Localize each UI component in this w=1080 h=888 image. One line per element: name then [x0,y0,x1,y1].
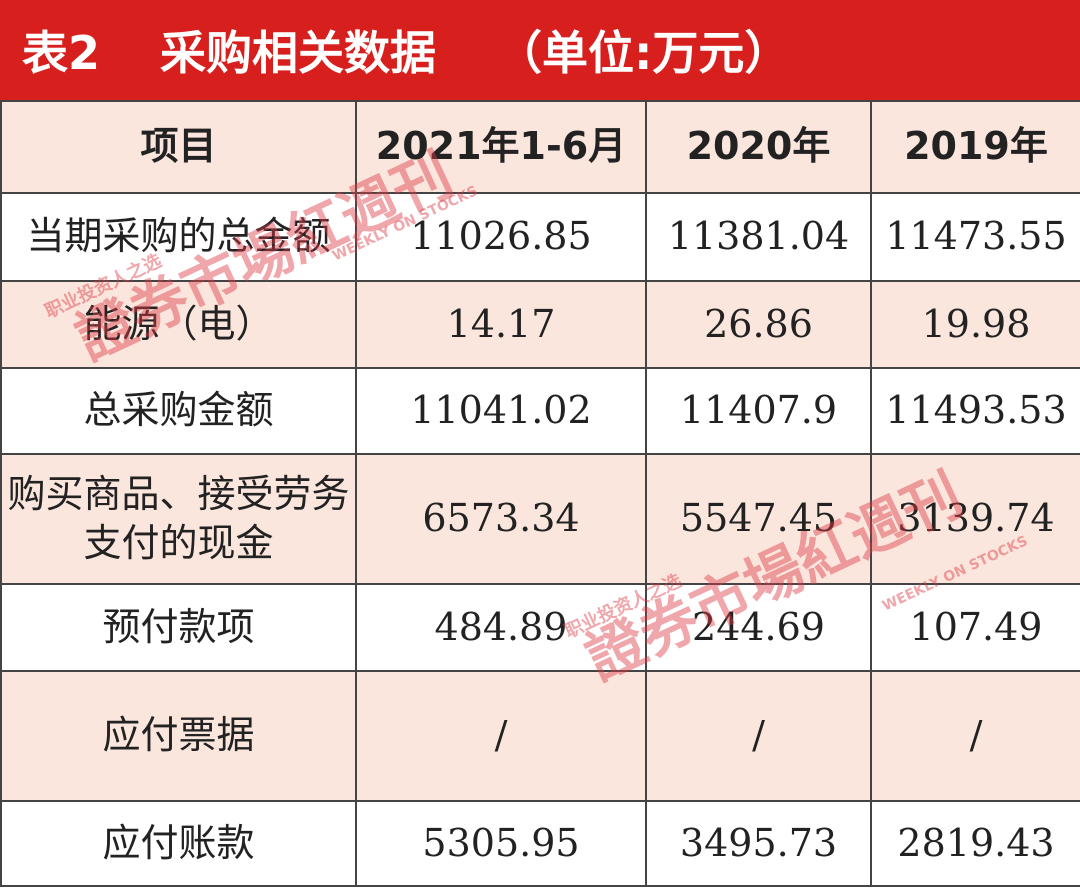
row-label: 当期采购的总金额 [0,192,357,282]
column-header: 2021年1-6月 [355,100,647,194]
table-row: 当期采购的总金额 11026.85 11381.04 11473.55 [0,192,1080,282]
cell: 11026.85 [355,192,647,282]
cell: 6573.34 [355,453,647,585]
cell: 244.69 [645,583,872,672]
cell: 26.86 [645,280,872,369]
cell: 11493.53 [870,367,1080,455]
row-label: 应付账款 [0,800,357,887]
cell: / [355,670,647,802]
table-row: 应付票据 / / / [0,670,1080,802]
cell: 484.89 [355,583,647,672]
cell: 11381.04 [645,192,872,282]
cell: 3139.74 [870,453,1080,585]
cell: / [870,670,1080,802]
row-label: 能源（电） [0,280,357,369]
row-label: 购买商品、接受劳务支付的现金 [0,453,357,585]
table-row: 应付账款 5305.95 3495.73 2819.43 [0,800,1080,887]
cell: 5547.45 [645,453,872,585]
table-row: 总采购金额 11041.02 11407.9 11493.53 [0,367,1080,455]
table-row: 购买商品、接受劳务支付的现金 6573.34 5547.45 3139.74 [0,453,1080,585]
table-title: 采购相关数据 [160,26,437,80]
row-label: 预付款项 [0,583,357,672]
row-label: 应付票据 [0,670,357,802]
title-bar: 表2 采购相关数据 （单位:万元） [0,0,1080,100]
cell: 2819.43 [870,800,1080,887]
column-header: 2019年 [870,100,1080,194]
data-table: 项目 2021年1-6月 2020年 2019年 当期采购的总金额 11026.85 11… [0,100,1080,887]
cell: 11041.02 [355,367,647,455]
cell: 3495.73 [645,800,872,887]
row-label: 总采购金额 [0,367,357,455]
table-row: 能源（电） 14.17 26.86 19.98 [0,280,1080,369]
cell: 5305.95 [355,800,647,887]
table-label: 表2 [22,26,101,80]
cell: 11407.9 [645,367,872,455]
cell: 14.17 [355,280,647,369]
cell: / [645,670,872,802]
cell: 107.49 [870,583,1080,672]
column-header: 项目 [0,100,357,194]
column-header: 2020年 [645,100,872,194]
cell: 11473.55 [870,192,1080,282]
table-row: 预付款项 484.89 244.69 107.49 [0,583,1080,672]
header-row: 项目 2021年1-6月 2020年 2019年 [0,100,1080,194]
table-unit: （单位:万元） [496,26,791,80]
cell: 19.98 [870,280,1080,369]
